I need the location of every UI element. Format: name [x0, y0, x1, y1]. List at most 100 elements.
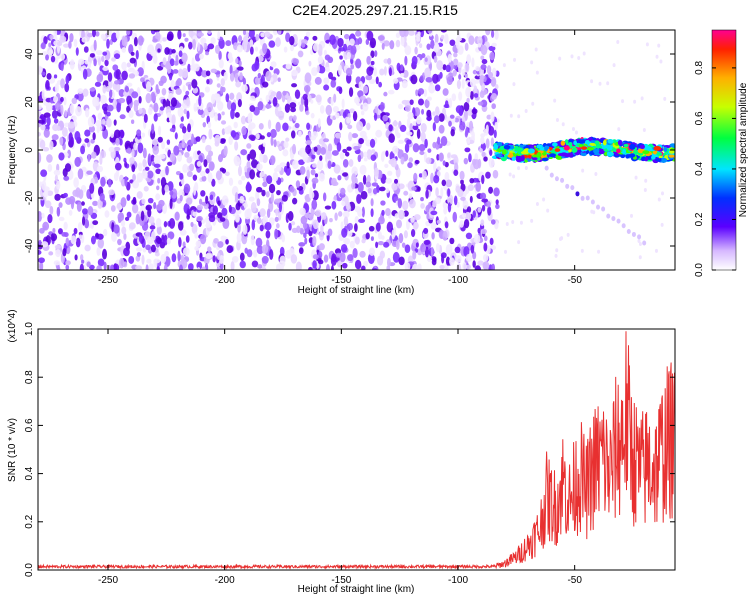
spectrogram-cell — [357, 154, 362, 163]
spectrogram-cell — [201, 175, 207, 182]
spectrogram-cell — [99, 192, 105, 202]
spectrogram-cell — [169, 190, 174, 196]
spectrogram-cell — [469, 91, 474, 100]
spectrogram-cell — [268, 40, 276, 48]
spectrogram-cell — [275, 208, 279, 217]
spectrogram-cell — [87, 116, 95, 128]
spectrogram-cell — [185, 90, 190, 96]
spectrogram-cell — [495, 199, 499, 205]
spectrogram-cell — [357, 208, 363, 217]
spectrogram-cell — [279, 145, 283, 151]
spectrogram-cell — [304, 237, 308, 245]
spectrogram-cell — [171, 188, 178, 199]
spectrogram-cell — [197, 266, 201, 270]
spectrogram-cell — [375, 222, 381, 232]
spectrogram-cell — [255, 237, 263, 248]
spectrogram-cell — [373, 67, 377, 77]
spectrogram-cell — [182, 33, 186, 38]
spectrogram-cell — [141, 198, 146, 205]
spectrogram-cell — [93, 39, 97, 51]
spectrogram-cell — [467, 184, 474, 192]
spectrogram-cell — [384, 163, 389, 169]
spectrogram-cell — [447, 152, 451, 159]
spectrogram-cell — [594, 140, 600, 145]
spectrogram-cell — [531, 101, 535, 106]
spectrogram-cell — [629, 143, 636, 150]
spectrogram-cell — [365, 74, 373, 81]
spectrogram-cell — [123, 157, 127, 163]
spectrogram-cell — [274, 228, 279, 240]
spectrogram-cell — [470, 244, 475, 254]
spectrogram-cell — [254, 46, 259, 52]
spectrogram-cell — [299, 227, 305, 235]
spectrogram-cell — [169, 128, 176, 133]
spectrogram-cell — [59, 136, 64, 146]
spectrogram-cell — [441, 179, 447, 187]
spectrogram-cell — [387, 57, 392, 65]
spectrogram-cell — [420, 203, 425, 209]
spectrogram-cell — [192, 211, 197, 217]
spectrogram-cell — [488, 157, 495, 168]
x-tick-label: -100 — [448, 275, 468, 286]
spectrogram-cell — [217, 31, 221, 40]
spectrogram-cell — [494, 121, 498, 131]
spectrogram-cell — [662, 152, 667, 156]
spectrogram-cell — [284, 103, 291, 113]
spectrogram-cell — [70, 136, 74, 146]
spectrogram-cell — [413, 221, 419, 230]
spectrogram-cell — [133, 36, 138, 47]
spectrogram-cell — [75, 47, 79, 56]
spectrogram-cell — [118, 97, 126, 104]
spectrogram-cell — [116, 202, 121, 209]
spectrogram-cell — [255, 33, 260, 41]
spectrogram-cell — [248, 196, 255, 202]
spectrogram-cell — [132, 173, 136, 182]
spectrogram-cell — [217, 113, 222, 121]
y-tick-label: -40 — [24, 238, 35, 253]
y-tick-label: 40 — [24, 48, 35, 60]
spectrogram-cell — [349, 108, 355, 114]
spectrogram-cell — [398, 103, 403, 110]
spectrogram-cell — [198, 53, 204, 60]
spectrogram-cell — [622, 149, 627, 155]
spectrogram-cell — [479, 148, 483, 153]
y-tick-label: 0.4 — [24, 466, 35, 480]
spectrogram-cell — [135, 255, 141, 262]
spectrogram-cell — [220, 78, 225, 86]
spectrogram-cell — [383, 66, 387, 76]
spectrogram-cell — [221, 111, 225, 116]
spectrogram-cell — [348, 159, 354, 167]
spectrogram-cell — [412, 250, 417, 260]
spectrogram-cell — [47, 163, 53, 172]
snr-x-ticks: -250 -200 -150 -100 -50 — [98, 329, 582, 586]
spectrogram-cell — [55, 180, 61, 190]
spectrogram-cell — [341, 172, 349, 177]
spectrogram-cell — [417, 186, 421, 192]
spectrogram-cell — [438, 124, 445, 134]
spectrogram-cell — [426, 109, 432, 118]
spectrogram-cell — [60, 104, 64, 116]
spectrogram-cell — [554, 176, 559, 182]
spectrogram-cell — [304, 72, 312, 84]
spectrogram-cell — [477, 43, 482, 48]
spectrogram-cell — [221, 207, 228, 216]
spectrogram-cell — [447, 53, 452, 63]
spectrogram-cell — [214, 134, 221, 145]
spectrogram-cell — [113, 146, 121, 152]
spectrogram-cell — [493, 187, 500, 197]
spectrogram-cell — [277, 110, 285, 121]
spectrogram-cell — [102, 66, 109, 72]
spectrogram-cell — [394, 213, 399, 219]
spectrogram-cell — [124, 216, 130, 221]
y-tick-label: 0 — [24, 147, 35, 153]
spectrogram-cell — [611, 216, 616, 222]
spectrogram-cell — [426, 255, 432, 262]
spectrogram-cell — [60, 78, 65, 89]
spectrogram-cell — [55, 249, 61, 258]
spectrogram-cell — [577, 139, 585, 144]
spectrogram-cell — [263, 31, 271, 38]
spectrogram-cell — [370, 50, 375, 58]
spectrogram-cell — [570, 54, 574, 59]
spectrogram-cell — [582, 51, 586, 56]
spectrogram-cell — [378, 81, 383, 88]
